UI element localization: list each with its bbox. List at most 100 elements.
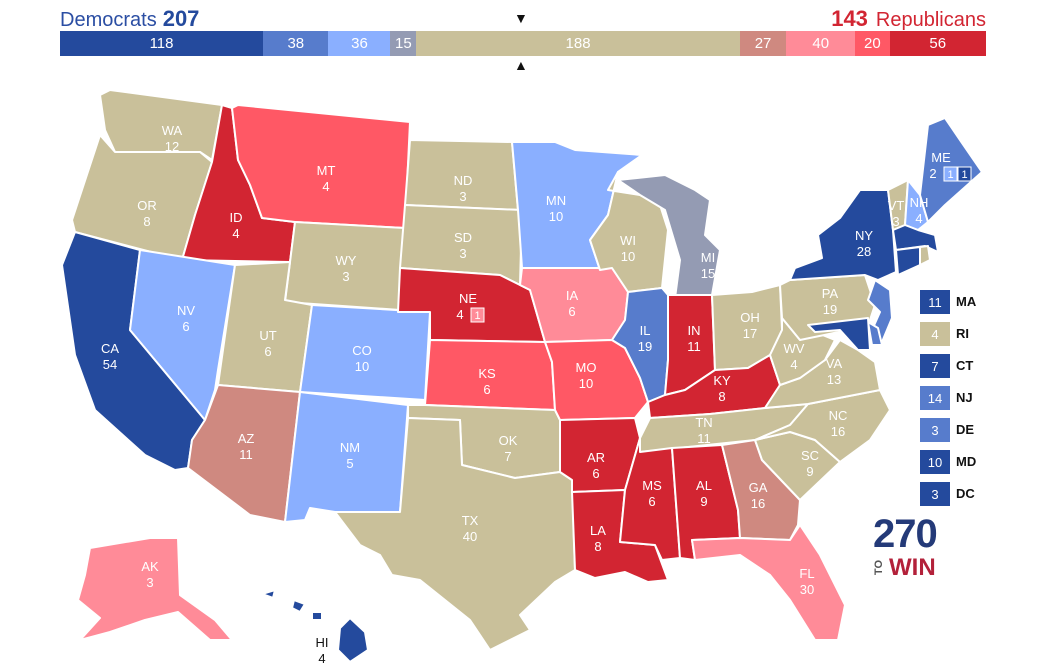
legend-row-md[interactable]: 10 MD (920, 450, 1040, 474)
republicans-count: 143 (831, 6, 868, 31)
state-label-vt: VT (888, 198, 905, 213)
state-fl[interactable] (691, 524, 846, 641)
state-ev-tn: 11 (697, 431, 711, 446)
district-box-me-1[interactable] (943, 166, 958, 182)
electoral-vote-bar: 118 38 36 15 188 27 40 20 56 (60, 31, 986, 56)
district-box-ne-1[interactable] (470, 307, 485, 323)
state-label-nh: NH (910, 195, 929, 210)
arrow-up-icon: ▲ (514, 57, 528, 73)
state-ak[interactable] (77, 537, 233, 641)
legend-row-ma[interactable]: 11 MA (920, 290, 1040, 314)
bar-segment-likely_d: 38 (263, 31, 329, 56)
state-ev-mi: 15 (701, 266, 715, 281)
state-tx[interactable] (334, 417, 576, 651)
legend-ev-md[interactable]: 10 (920, 450, 950, 474)
state-md[interactable] (807, 317, 871, 351)
state-ev-nv: 6 (182, 319, 189, 334)
bar-segment-likely_r: 20 (855, 31, 890, 56)
state-ev-ms: 6 (648, 494, 655, 509)
state-wi[interactable] (589, 171, 669, 293)
state-label-ut: UT (259, 328, 276, 343)
state-ev-me: 2 (929, 166, 936, 181)
state-label-ak: AK (141, 559, 159, 574)
state-ev-ut: 6 (264, 344, 271, 359)
state-nc[interactable] (754, 389, 891, 463)
state-hi[interactable] (261, 589, 369, 663)
legend-row-ct[interactable]: 7 CT (920, 354, 1040, 378)
state-label-al: AL (696, 478, 712, 493)
state-label-ca: CA (101, 341, 119, 356)
state-ev-mt: 4 (322, 179, 329, 194)
legend-row-nj[interactable]: 14 NJ (920, 386, 1040, 410)
state-label-pa: PA (822, 286, 839, 301)
state-ev-sc: 9 (806, 464, 813, 479)
district-ev-me-2: 1 (961, 169, 967, 181)
state-label-wv: WV (784, 341, 805, 356)
state-label-nc: NC (829, 408, 848, 423)
state-ct[interactable] (895, 246, 921, 276)
state-label-nv: NV (177, 303, 195, 318)
state-ev-sd: 3 (459, 246, 466, 261)
state-ev-ne: 4 (456, 307, 463, 322)
state-ny[interactable] (789, 189, 897, 281)
state-ev-ok: 7 (504, 449, 511, 464)
legend-ev-de[interactable]: 3 (920, 418, 950, 442)
state-ev-ky: 8 (718, 389, 725, 404)
state-ri[interactable] (919, 245, 931, 266)
legend-abbr-nj: NJ (956, 390, 973, 405)
state-label-tx: TX (462, 513, 479, 528)
state-label-ok: OK (499, 433, 518, 448)
logo-number: 270 (873, 512, 938, 556)
state-ev-va: 13 (827, 372, 841, 387)
logo-win: WIN (889, 554, 936, 581)
legend-row-ri[interactable]: 4 RI (920, 322, 1040, 346)
state-ev-co: 10 (355, 359, 369, 374)
state-ev-vt: 3 (892, 214, 899, 229)
bar-segment-solid_r: 56 (889, 31, 986, 56)
legend-ev-ri[interactable]: 4 (920, 322, 950, 346)
legend-abbr-md: MD (956, 454, 977, 469)
legend-ev-ma[interactable]: 11 (920, 290, 950, 314)
state-label-sc: SC (801, 448, 819, 463)
state-ev-wa: 12 (165, 139, 179, 154)
state-ev-ga: 16 (751, 496, 765, 511)
state-label-oh: OH (740, 310, 760, 325)
state-ev-wi: 10 (621, 249, 635, 264)
logo-to: TO (873, 560, 885, 576)
district-box-me-2[interactable] (957, 166, 972, 182)
state-label-tn: TN (695, 415, 712, 430)
legend-row-dc[interactable]: 3 DC (920, 482, 1040, 506)
state-ev-id: 4 (232, 226, 239, 241)
legend-ev-nj[interactable]: 14 (920, 386, 950, 410)
republicans-total: 143 Republicans (831, 6, 986, 32)
legend-ev-dc[interactable]: 3 (920, 482, 950, 506)
legend-abbr-ma: MA (956, 294, 977, 309)
legend-row-de[interactable]: 3 DE (920, 418, 1040, 442)
state-label-ny: NY (855, 228, 873, 243)
state-ev-ak: 3 (146, 575, 153, 590)
state-mi[interactable] (617, 174, 721, 299)
state-label-ar: AR (587, 450, 605, 465)
state-label-az: AZ (238, 431, 255, 446)
legend-ev-ct[interactable]: 7 (920, 354, 950, 378)
legend-abbr-de: DE (956, 422, 975, 437)
state-labels: WA12OR8CA54ID4NV6MT4WY3UT6AZ11CO10NM5ND3… (101, 123, 972, 666)
state-label-mo: MO (576, 360, 597, 375)
bar-segment-solid_d: 118 (60, 31, 264, 56)
state-ev-wy: 3 (342, 269, 349, 284)
state-de[interactable] (867, 321, 883, 346)
state-label-id: ID (230, 210, 243, 225)
democrats-count: 207 (162, 6, 200, 31)
state-ev-il: 19 (638, 339, 652, 354)
topbar: Democrats 207 ▼ 143 Republicans (60, 6, 986, 32)
state-nh[interactable] (904, 179, 929, 231)
bar-segment-lean_d: 36 (328, 31, 391, 56)
270towin-logo: 270 TO WIN (873, 512, 943, 584)
legend-abbr-ri: RI (956, 326, 969, 341)
state-label-wy: WY (336, 253, 357, 268)
bar-segment-tossup: 188 (416, 31, 740, 56)
state-label-sd: SD (454, 230, 472, 245)
state-label-nd: ND (454, 173, 473, 188)
state-ev-la: 8 (594, 539, 601, 554)
